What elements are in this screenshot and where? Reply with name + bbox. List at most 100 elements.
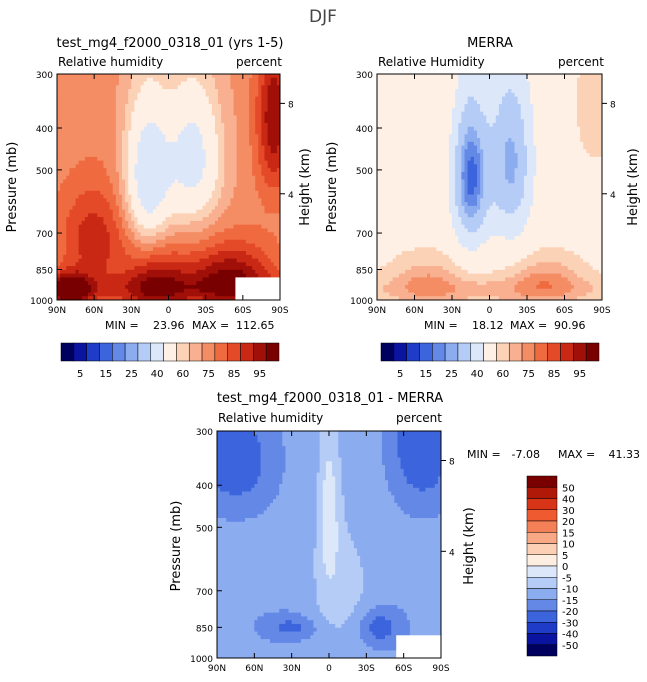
panel-model-left-subtitle: Relative humidity bbox=[58, 55, 163, 69]
colorbar-swatch bbox=[560, 342, 574, 362]
missing-data-mask bbox=[235, 277, 280, 300]
x-tick-label: 90N bbox=[48, 306, 66, 316]
plot-area-obs: 90N 60N 30N 0 30S 60S 90S 300 400 500 700 850 1000 8 4 bbox=[350, 71, 616, 316]
colorbar-swatch bbox=[526, 577, 558, 589]
colorbar-label: 25 bbox=[445, 369, 458, 380]
panel-model-max-label: MAX = bbox=[192, 319, 229, 332]
panel-diff-max-label: MAX = bbox=[558, 448, 595, 461]
colorbar-swatch bbox=[526, 509, 558, 522]
y-right-tick-label: 4 bbox=[288, 191, 294, 201]
colorbar-label: 60 bbox=[496, 369, 509, 380]
colorbar-swatch bbox=[547, 342, 561, 362]
panel-model-title: test_mg4_f2000_0318_01 (yrs 1-5) bbox=[57, 36, 284, 51]
x-tick-label: 0 bbox=[166, 306, 172, 316]
y-right-tick-label: 4 bbox=[610, 191, 616, 201]
y-tick-label: 500 bbox=[356, 167, 373, 177]
colorbar-label: 30 bbox=[562, 506, 575, 517]
colorbar-label: -40 bbox=[562, 630, 578, 641]
y-tick-label: 1000 bbox=[30, 297, 53, 307]
y-tick-label: 850 bbox=[356, 266, 373, 276]
colorbar-label: 15 bbox=[420, 369, 433, 380]
y-right-tick-label: 4 bbox=[449, 548, 455, 558]
colorbar-swatch bbox=[406, 342, 420, 362]
colorbar-swatch bbox=[457, 342, 472, 362]
colorbar-label: -5 bbox=[562, 573, 572, 584]
y-right-tick-label: 8 bbox=[288, 100, 294, 110]
x-tick-label: 60S bbox=[556, 306, 573, 316]
colorbar-swatch bbox=[521, 342, 536, 362]
colorbar-label: 5 bbox=[77, 369, 83, 380]
colorbar-swatch bbox=[444, 342, 459, 362]
panel-diff-right-subtitle: percent bbox=[396, 411, 442, 425]
y-tick-label: 300 bbox=[356, 71, 373, 81]
colorbar-swatch bbox=[526, 588, 558, 600]
colorbar-swatch bbox=[227, 342, 241, 362]
missing-data-mask bbox=[396, 635, 441, 658]
x-tick-label: 60N bbox=[245, 664, 263, 674]
colorbar-swatch bbox=[526, 599, 558, 612]
panel-diff-min-value: -7.08 bbox=[512, 448, 540, 461]
y-tick-label: 850 bbox=[196, 624, 213, 634]
colorbar-swatch bbox=[470, 342, 484, 362]
colorbar-rh-obs: 5 15 25 40 60 75 85 95 bbox=[380, 342, 600, 380]
colorbar-swatch bbox=[534, 342, 548, 362]
panel-obs-title: MERRA bbox=[467, 36, 513, 51]
colorbar-swatch bbox=[163, 342, 177, 362]
colorbar-swatch bbox=[496, 342, 510, 362]
colorbar-swatch bbox=[99, 342, 113, 362]
x-tick-label: 30S bbox=[358, 664, 375, 674]
colorbar-swatch bbox=[214, 342, 228, 362]
panel-obs-max-value: 90.96 bbox=[554, 319, 586, 332]
panel-obs-min-value: 18.12 bbox=[472, 319, 504, 332]
x-tick-label: 30N bbox=[283, 664, 301, 674]
colorbar-label: 85 bbox=[548, 369, 561, 380]
x-tick-label: 90S bbox=[271, 306, 288, 316]
colorbar-swatch bbox=[150, 342, 164, 362]
colorbar-swatch bbox=[526, 610, 558, 623]
y-tick-label: 300 bbox=[36, 71, 53, 81]
y-right-tick-label: 8 bbox=[610, 100, 616, 110]
colorbar-label: 75 bbox=[522, 369, 535, 380]
colorbar-label: -20 bbox=[562, 607, 578, 618]
colorbar-swatch bbox=[585, 342, 600, 362]
colorbar-swatch bbox=[86, 342, 100, 362]
panel-obs-left-subtitle: Relative Humidity bbox=[378, 55, 485, 69]
panel-obs-min-label: MIN = bbox=[424, 319, 458, 332]
colorbar-label: 15 bbox=[562, 528, 575, 539]
colorbar-label: 50 bbox=[562, 483, 575, 494]
colorbar-label: 10 bbox=[562, 540, 575, 551]
x-tick-label: 90N bbox=[208, 664, 226, 674]
y-right-tick-label: 8 bbox=[449, 458, 455, 468]
colorbar-swatch bbox=[526, 622, 558, 634]
colorbar-swatch bbox=[60, 342, 75, 362]
y-tick-label: 1000 bbox=[190, 655, 213, 665]
panel-diff: test_mg4_f2000_0318_01 - MERRA Relative … bbox=[169, 391, 640, 674]
colorbar-label: 25 bbox=[125, 369, 138, 380]
y-tick-label: 700 bbox=[356, 230, 373, 240]
colorbar-label: 15 bbox=[100, 369, 113, 380]
colorbar-swatch bbox=[526, 554, 558, 567]
colorbar-swatch bbox=[526, 520, 558, 533]
colorbar-label: 85 bbox=[228, 369, 241, 380]
panel-model-ylabel-right: Height (km) bbox=[298, 148, 313, 225]
colorbar-label: -30 bbox=[562, 618, 578, 629]
panel-model-max-value: 112.65 bbox=[236, 319, 275, 332]
panel-model-min-label: MIN = bbox=[105, 319, 139, 332]
x-tick-label: 30S bbox=[518, 306, 535, 316]
colorbar-swatch bbox=[137, 342, 152, 362]
panel-obs-ylabel-right: Height (km) bbox=[626, 148, 641, 225]
colorbar-swatch bbox=[380, 342, 395, 362]
x-tick-label: 30N bbox=[443, 306, 461, 316]
y-tick-label: 1000 bbox=[350, 297, 373, 307]
colorbar-swatch bbox=[124, 342, 139, 362]
colorbar-label: 40 bbox=[151, 369, 164, 380]
colorbar-swatch bbox=[526, 644, 558, 657]
colorbar-swatch bbox=[526, 565, 558, 578]
colorbar-swatch bbox=[526, 532, 558, 544]
colorbar-swatch bbox=[253, 342, 267, 362]
colorbar-swatch bbox=[176, 342, 190, 362]
x-tick-label: 0 bbox=[326, 664, 332, 674]
colorbar-swatch bbox=[240, 342, 254, 362]
